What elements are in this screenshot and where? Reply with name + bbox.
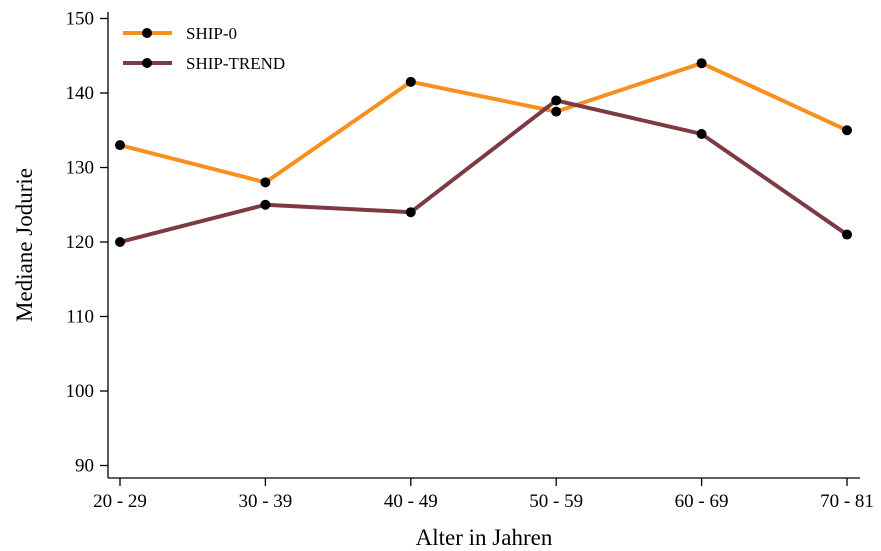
x-tick-label: 40 - 49 bbox=[384, 491, 438, 512]
data-point bbox=[260, 199, 271, 210]
legend-marker bbox=[142, 28, 152, 38]
legend-marker bbox=[142, 58, 152, 68]
series-line bbox=[118, 98, 849, 244]
data-point bbox=[696, 58, 707, 69]
x-tick-label: 70 - 81 bbox=[820, 491, 874, 512]
x-tick-label: 60 - 69 bbox=[675, 491, 729, 512]
y-tick-label: 150 bbox=[66, 9, 95, 30]
y-axis: 90 100 110 120 130 140 150 bbox=[66, 9, 109, 478]
data-point bbox=[696, 128, 707, 139]
x-axis-title: Alter in Jahren bbox=[416, 525, 553, 550]
legend: SHIP-0 SHIP-TREND bbox=[123, 24, 285, 73]
data-point bbox=[551, 106, 562, 117]
series-ship-trend bbox=[115, 95, 852, 247]
data-point bbox=[842, 229, 852, 240]
y-axis-title: Mediane Jodurie bbox=[12, 168, 37, 322]
y-tick-label: 100 bbox=[66, 381, 95, 402]
y-tick-label: 140 bbox=[66, 83, 95, 104]
data-point bbox=[551, 95, 562, 106]
legend-item: SHIP-0 bbox=[123, 24, 237, 43]
legend-item: SHIP-TREND bbox=[123, 54, 285, 73]
x-tick-label: 50 - 59 bbox=[529, 491, 583, 512]
x-axis: 20 - 29 30 - 39 40 - 49 50 - 59 60 - 69 70 - … bbox=[93, 477, 874, 512]
data-point bbox=[260, 177, 271, 188]
data-point bbox=[405, 207, 416, 218]
data-point bbox=[842, 125, 852, 136]
series-line bbox=[118, 61, 849, 185]
series-ship-0 bbox=[115, 58, 852, 188]
y-tick-label: 130 bbox=[66, 158, 95, 179]
data-point bbox=[115, 237, 125, 247]
series-layer bbox=[115, 58, 852, 247]
y-tick-label: 120 bbox=[66, 232, 95, 253]
y-tick-label: 110 bbox=[66, 307, 94, 328]
legend-label: SHIP-0 bbox=[186, 24, 237, 43]
data-point bbox=[405, 76, 416, 87]
x-tick-label: 30 - 39 bbox=[238, 491, 292, 512]
legend-label: SHIP-TREND bbox=[186, 54, 285, 73]
data-point bbox=[115, 140, 125, 151]
x-tick-label: 20 - 29 bbox=[93, 491, 147, 512]
y-tick-label: 90 bbox=[75, 456, 94, 477]
